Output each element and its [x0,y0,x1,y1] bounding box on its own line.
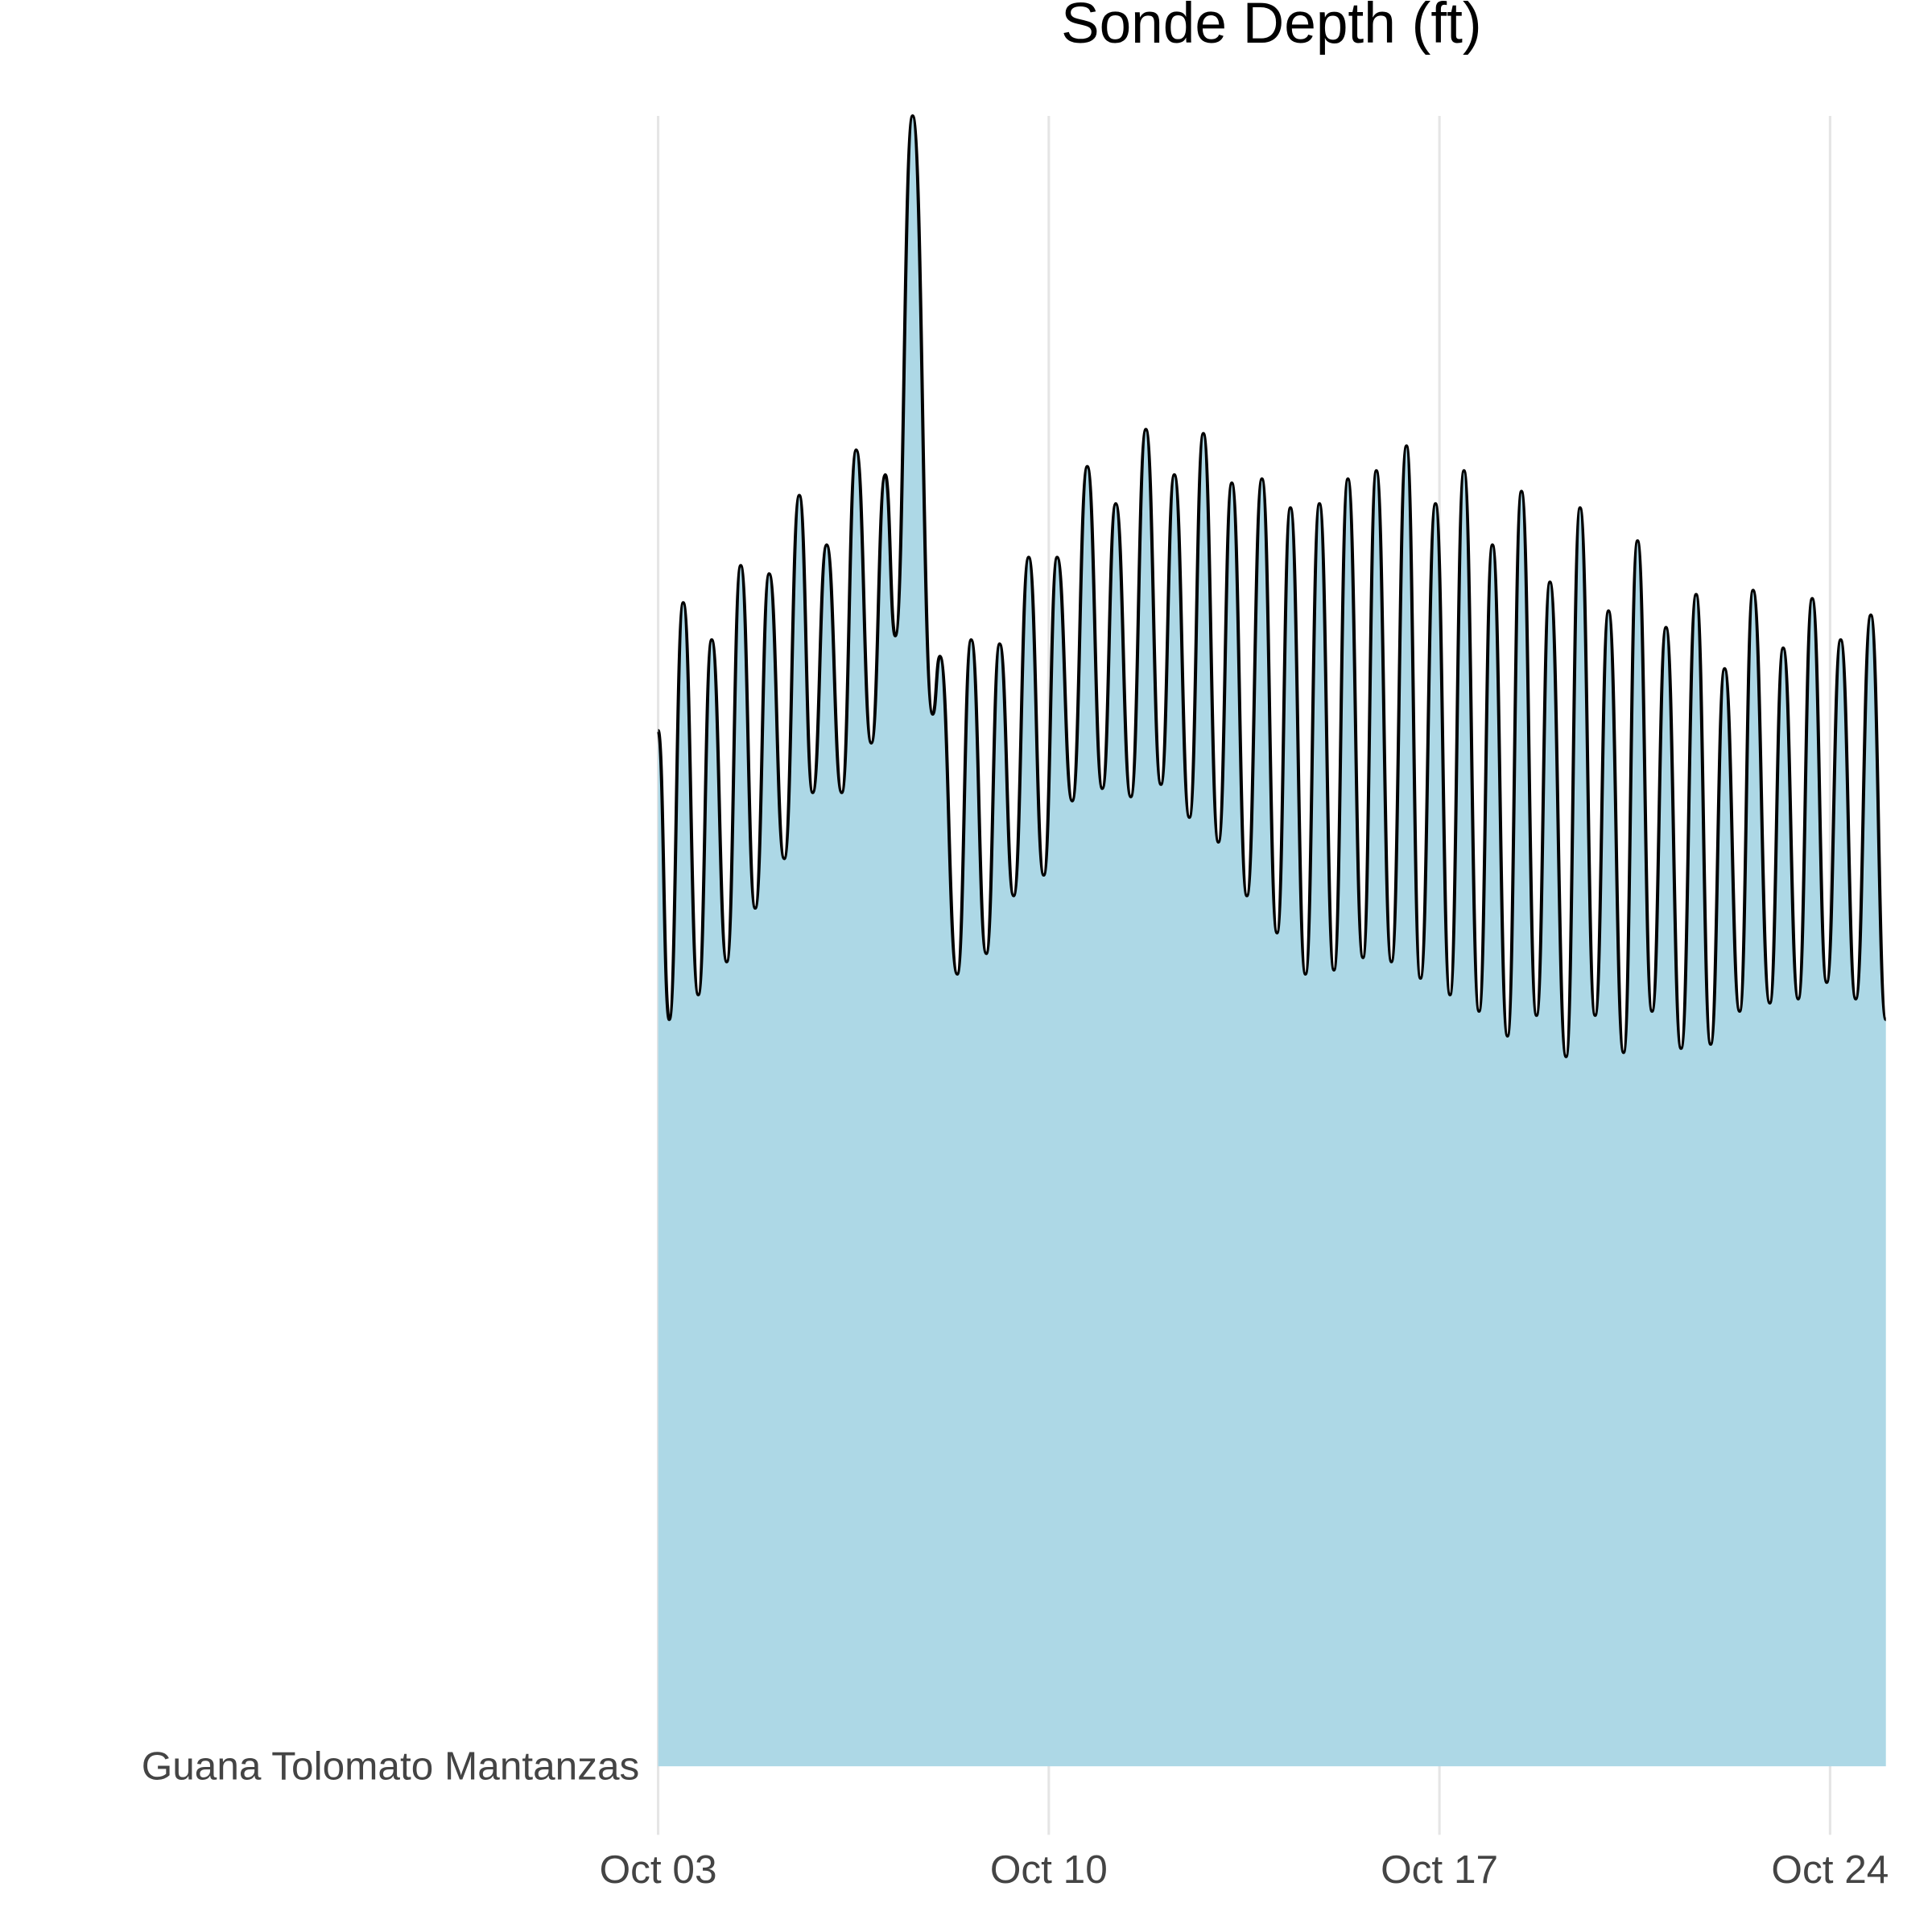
y-category-label: Guana Tolomato Mantanzas [142,1744,640,1788]
x-tick-label: Oct 10 [990,1847,1108,1892]
x-tick-label: Oct 03 [600,1847,717,1892]
ridge-line [656,114,1888,1059]
x-tick-label: Oct 17 [1381,1847,1498,1892]
ridge-area [658,116,1886,1767]
chart-title: Sonde Depth (ft) [1061,0,1482,56]
x-tick-label: Oct 24 [1771,1847,1889,1892]
